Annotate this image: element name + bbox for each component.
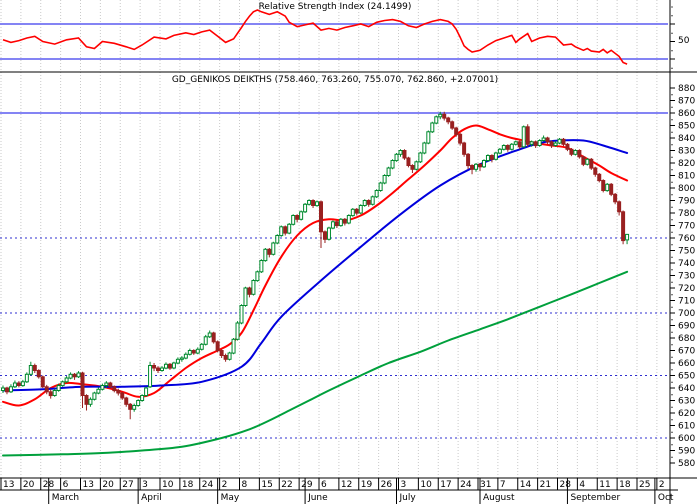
- svg-text:3: 3: [142, 480, 148, 490]
- svg-text:580: 580: [678, 459, 695, 469]
- svg-text:830: 830: [678, 147, 695, 157]
- svg-text:600: 600: [678, 434, 695, 444]
- svg-text:13: 13: [3, 480, 14, 490]
- ma-long-green: [2, 270, 629, 457]
- svg-text:17: 17: [440, 480, 451, 490]
- svg-text:690: 690: [678, 322, 695, 332]
- svg-text:March: March: [52, 493, 79, 503]
- svg-text:20: 20: [102, 480, 114, 490]
- svg-text:12: 12: [341, 480, 352, 490]
- svg-text:24: 24: [460, 480, 472, 490]
- svg-text:22: 22: [281, 480, 292, 490]
- rsi-axis-label-50: 50: [678, 36, 690, 46]
- svg-text:630: 630: [678, 397, 695, 407]
- svg-text:April: April: [141, 493, 162, 503]
- svg-text:680: 680: [678, 334, 695, 344]
- svg-text:27: 27: [122, 480, 133, 490]
- svg-text:14: 14: [520, 480, 532, 490]
- svg-text:13: 13: [83, 480, 94, 490]
- svg-text:8: 8: [242, 480, 248, 490]
- svg-text:800: 800: [678, 184, 695, 194]
- price-axis: 580 590 600 610 620 630 640 650 660 670 680 690 700 7…: [670, 84, 695, 469]
- ma-medium-blue: [2, 139, 629, 392]
- svg-text:760: 760: [678, 234, 695, 244]
- svg-text:25: 25: [639, 480, 650, 490]
- rsi-line: [2, 9, 628, 65]
- svg-text:11: 11: [599, 480, 610, 490]
- svg-text:July: July: [399, 493, 417, 503]
- price-levels: [0, 112, 668, 439]
- svg-text:10: 10: [162, 480, 174, 490]
- rsi-panel: [0, 9, 668, 65]
- svg-text:860: 860: [678, 109, 695, 119]
- svg-text:590: 590: [678, 447, 695, 457]
- svg-text:820: 820: [678, 159, 695, 169]
- svg-text:Oct: Oct: [658, 493, 674, 503]
- svg-text:840: 840: [678, 134, 695, 144]
- svg-text:700: 700: [678, 309, 695, 319]
- moving-averages: [2, 124, 629, 457]
- svg-text:610: 610: [678, 422, 695, 432]
- svg-text:880: 880: [678, 84, 695, 94]
- svg-text:730: 730: [678, 272, 695, 282]
- svg-text:June: June: [307, 493, 328, 503]
- svg-text:31: 31: [480, 480, 491, 490]
- svg-text:3: 3: [401, 480, 407, 490]
- svg-text:6: 6: [63, 480, 69, 490]
- svg-text:710: 710: [678, 297, 695, 307]
- svg-text:May: May: [221, 493, 240, 503]
- svg-text:870: 870: [678, 97, 695, 107]
- svg-text:7: 7: [500, 480, 506, 490]
- svg-text:18: 18: [182, 480, 194, 490]
- svg-text:670: 670: [678, 347, 695, 357]
- svg-text:660: 660: [678, 359, 695, 369]
- svg-text:740: 740: [678, 259, 695, 269]
- svg-text:28: 28: [560, 480, 572, 490]
- svg-text:21: 21: [540, 480, 551, 490]
- svg-text:24: 24: [202, 480, 214, 490]
- candlestick-series: [1, 111, 630, 420]
- svg-text:810: 810: [678, 172, 695, 182]
- ma-short-red: [2, 124, 629, 407]
- svg-text:780: 780: [678, 209, 695, 219]
- svg-text:September: September: [570, 493, 620, 503]
- svg-text:750: 750: [678, 247, 695, 257]
- svg-text:650: 650: [678, 372, 695, 382]
- svg-text:15: 15: [261, 480, 272, 490]
- svg-text:770: 770: [678, 222, 695, 232]
- rsi-axis-ticks: [670, 6, 675, 69]
- svg-text:850: 850: [678, 122, 695, 132]
- svg-text:29: 29: [301, 480, 313, 490]
- svg-text:10: 10: [420, 480, 432, 490]
- svg-text:August: August: [483, 493, 515, 503]
- svg-text:20: 20: [23, 480, 35, 490]
- svg-text:790: 790: [678, 197, 695, 207]
- svg-text:2: 2: [222, 480, 228, 490]
- svg-text:640: 640: [678, 384, 695, 394]
- svg-text:4: 4: [579, 480, 585, 490]
- svg-text:2: 2: [659, 480, 665, 490]
- svg-text:620: 620: [678, 409, 695, 419]
- svg-text:6: 6: [321, 480, 327, 490]
- svg-text:18: 18: [619, 480, 631, 490]
- date-axis: 1320286132027310182428152229612192631017…: [0, 478, 674, 504]
- svg-text:720: 720: [678, 284, 695, 294]
- svg-text:26: 26: [381, 480, 393, 490]
- svg-text:19: 19: [361, 480, 373, 490]
